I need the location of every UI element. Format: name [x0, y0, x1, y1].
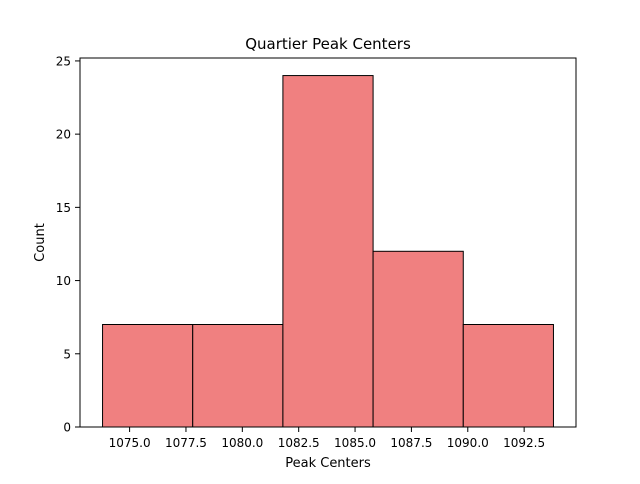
y-tick-label: 20 — [56, 128, 71, 142]
chart-title: Quartier Peak Centers — [245, 35, 411, 53]
histogram-bar-3 — [282, 75, 374, 428]
y-tick-label: 25 — [56, 54, 71, 68]
histogram-bar-5 — [462, 324, 554, 428]
x-tick-label: 1082.5 — [278, 436, 320, 450]
y-tick-label: 10 — [56, 274, 71, 288]
x-tick-label: 1092.5 — [503, 436, 545, 450]
x-tick-label: 1075.0 — [109, 436, 151, 450]
histogram-bar-2 — [192, 324, 284, 428]
y-axis-ticks: 0 5 10 15 20 25 — [56, 54, 80, 435]
y-tick-label: 0 — [63, 421, 71, 435]
x-tick-label: 1080.0 — [221, 436, 263, 450]
y-tick-label: 15 — [56, 201, 71, 215]
x-tick-label: 1087.5 — [390, 436, 432, 450]
x-tick-label: 1090.0 — [447, 436, 489, 450]
bars-group — [102, 75, 554, 428]
x-axis-label: Peak Centers — [285, 456, 371, 471]
x-axis-ticks: 1075.0 1077.5 1080.0 1082.5 1085.0 1087.5 1090… — [109, 427, 545, 450]
plot-frame — [79, 57, 577, 428]
y-tick-label: 5 — [63, 347, 71, 361]
x-tick-label: 1077.5 — [165, 436, 207, 450]
x-tick-label: 1085.0 — [334, 436, 376, 450]
histogram-bar-4 — [372, 250, 464, 428]
y-axis-label: Count — [33, 223, 48, 262]
histogram-bar-1 — [102, 324, 194, 428]
